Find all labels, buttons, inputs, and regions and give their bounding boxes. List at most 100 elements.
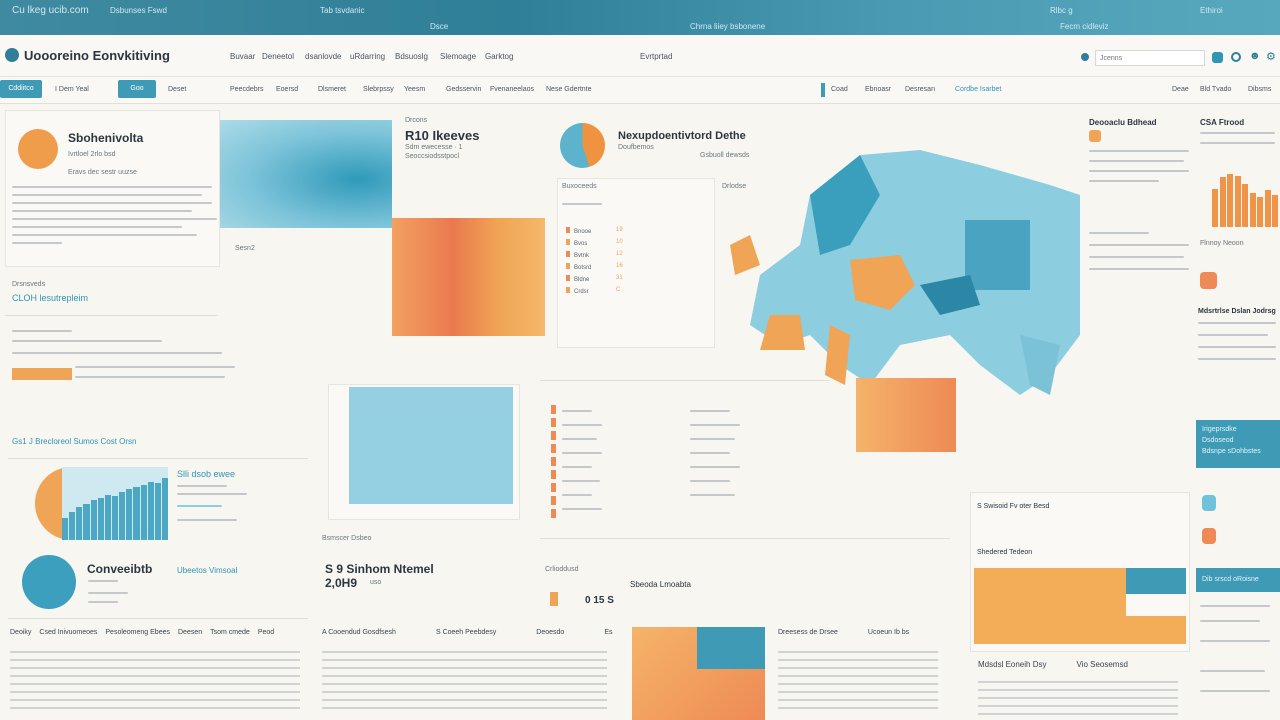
table-rows [978,675,1178,717]
legend-label: Crdsr [574,289,589,295]
toolbar-item[interactable]: Coad [831,86,848,93]
profile-subtitle: Ivrtloel 2rlo bsd [68,151,116,158]
nav-link[interactable]: Evrtprtad [640,52,673,61]
toolbar-item[interactable]: Fvenaneelaos [490,86,534,93]
teal-block [1126,568,1186,594]
list-title: Buxoceeds [562,183,597,190]
status-marker [551,470,556,479]
nav-link[interactable]: Deneetol [262,52,295,61]
histogram-bar [161,477,169,540]
region-subtitle: Doufbemos [618,144,654,151]
column-header[interactable]: Deesen [178,629,203,636]
logo-icon [5,48,19,62]
toolbar-item[interactable]: Slebrpssy [363,86,394,93]
column-header[interactable]: A Cooendud Gosdfsesh [322,629,396,636]
toolbar-item[interactable]: Yeesm [404,86,426,93]
toolbar-item[interactable]: Deae [1172,86,1189,93]
nav-link[interactable]: Garktog [485,52,514,61]
legend-swatch [566,263,570,269]
bar [1234,176,1241,227]
column-header[interactable]: Deoesdo [536,629,565,636]
map-region [810,155,880,255]
nav-link[interactable]: Bdsuoslg [395,52,428,61]
search-input[interactable] [1095,50,1205,66]
toolbar-item[interactable]: Gedsservin [446,86,482,93]
column-header[interactable]: Peod [257,629,275,636]
legend-swatch [566,251,570,257]
app-header: Uoooreino Eonvkitiving Buvaar Deneetol d… [0,35,1280,77]
toolbar: Cddiitco I Dem Yeal Goo Deset Peecdebrs … [0,77,1280,104]
bar [1227,174,1233,227]
banner-text: Chrna liiey bsbonene [690,22,766,31]
column-header[interactable]: Mdsdsl Eoneih Dsy [978,660,1047,669]
column-header[interactable]: Vio Seosemsd [1076,660,1128,669]
column-header[interactable]: Deoiky [10,629,32,636]
stat-value: 2,0H9 [325,576,358,590]
legend-row: Bnooe 19 [566,227,706,235]
teal-header: Dib srscd oRoisne [1196,568,1280,592]
toolbar-item[interactable]: Nese Gdertnte [546,86,592,93]
panel-title: S Swisoid Fv oter Besd [977,503,1050,510]
legend-label: Bldne [574,277,590,283]
orange-marker [550,592,558,606]
section-label: Drsnsveds [12,281,46,288]
profile-link[interactable]: CLOH lesutrepleim [12,293,89,303]
toolbar-item[interactable]: Eoersd [276,86,299,93]
toolbar-item[interactable]: Dibsms [1248,86,1272,93]
teal-box-line: Irigeprsdke [1202,426,1237,433]
histogram [62,467,169,540]
map-region [730,235,760,275]
histogram-bar [111,496,119,540]
status-marker [551,405,556,414]
column-header[interactable]: S Coeeh Peebdesy [435,629,497,636]
map-region [760,315,805,350]
region-pie [560,123,605,168]
column-header[interactable]: Csed Inivuomeoes [39,629,98,636]
status-marker [551,444,556,453]
pie-link[interactable]: Ubeetos Vimsoal [177,566,238,575]
orange-teal-graphic [632,627,765,720]
toolbar-item[interactable]: Ebnoasr [865,86,892,93]
bar [1257,197,1263,227]
settings-icon[interactable]: ⚙ [1266,51,1276,63]
column-header[interactable]: Dreesess de Drsee [778,629,838,636]
date-selector[interactable]: I Dem Yeal [55,86,89,93]
status-dot-icon [1081,53,1089,61]
nav-link[interactable]: uRdarring [350,52,386,61]
divider-marker [821,83,825,97]
column-header[interactable]: Pesoleomeng Ebees [105,629,170,636]
filter-button[interactable]: Deset [168,86,187,93]
gap [1126,594,1186,616]
filter-bar[interactable]: Gs1 J Brecloreol Sumos Cost Orsn [12,437,137,446]
toolbar-item[interactable]: Cordbe Isarbet [955,86,1002,93]
stat-unit: uso [370,579,382,586]
user-icon[interactable]: ☻ [1249,50,1261,62]
histogram-bar [62,518,69,540]
region-meta: Gsbuoll dewsds [700,152,750,159]
sync-icon[interactable] [1231,52,1241,62]
legend-row: Bvtnk 12 [566,251,706,259]
map-region [1020,335,1060,395]
toolbar-item[interactable]: Dlsmeret [318,86,347,93]
go-button[interactable]: Goo [118,80,156,98]
nav-link[interactable]: Buvaar [230,52,256,61]
toolbar-item[interactable]: Desresan [905,86,935,93]
stat-title: S 9 Sinhom Ntemel [325,562,434,576]
notification-icon[interactable] [1212,52,1223,63]
column-header[interactable]: Tsom cmede [210,629,250,636]
toolbar-item[interactable]: Bld Tvado [1200,86,1232,93]
column-header[interactable]: Es [604,629,613,636]
legend-value: 16 [616,263,623,269]
count-label: Crlioddusd [545,566,579,573]
banner-text: Rlbc g [1050,6,1073,15]
toolbar-item[interactable]: Peecdebrs [230,86,264,93]
legend-value: 19 [616,227,623,233]
tab-active[interactable]: Cddiitco [0,80,42,98]
banner-text: Dsce [430,22,449,31]
banner-text: Fecm cidleviz [1060,22,1109,31]
table-rows [10,645,300,715]
column-header[interactable]: Ucoeun Ib bs [867,629,910,636]
legend-label: Botsrd [574,265,592,271]
nav-link[interactable]: Slemoage [440,52,477,61]
nav-link[interactable]: dsanlovde [305,52,342,61]
